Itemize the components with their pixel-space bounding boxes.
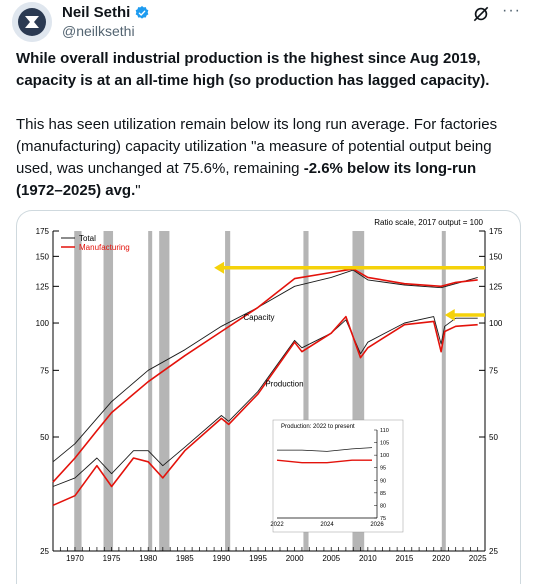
verified-badge-icon — [136, 6, 149, 19]
y-tick-label-left-100: 100 — [36, 319, 50, 328]
tweet-paragraph-2-text: This has seen utilization remain below i… — [16, 116, 498, 177]
inset-title: Production: 2022 to present — [281, 424, 355, 430]
x-tick-label-2010: 2010 — [359, 554, 377, 563]
inset-y-tick-label-85: 85 — [380, 491, 386, 497]
chart-image[interactable]: 25 25 50 50 75 75 100 100 125 125 150 150 175 175 1970… — [16, 210, 521, 584]
y-tick-label-left-75: 75 — [40, 366, 49, 375]
x-tick-label-2000: 2000 — [286, 554, 304, 563]
inset-y-tick-label-110: 110 — [380, 428, 389, 434]
inset-background — [272, 419, 404, 533]
handle[interactable]: @neilksethi — [62, 23, 135, 39]
legend-label-manufacturing: Manufacturing — [79, 243, 130, 252]
inset-x-tick-label-2024: 2024 — [320, 522, 334, 528]
y-tick-label-right-150: 150 — [489, 252, 503, 261]
tweet-paragraph-2-bold: -2.6% below its long-run (1972–2025) avg… — [16, 160, 477, 199]
inset-x-tick-label-2022: 2022 — [270, 522, 284, 528]
inset-y-tick-label-90: 90 — [380, 478, 386, 484]
y-tick-label-right-75: 75 — [489, 366, 498, 375]
inset-series-line-total — [277, 447, 373, 452]
series-line-production-manufacturing — [52, 315, 478, 507]
chart-annotation: Ratio scale, 2017 output = 100 — [374, 218, 483, 227]
recession-bar-7 — [441, 231, 446, 551]
inset-y-tick-label-105: 105 — [380, 441, 389, 447]
x-tick-label-1980: 1980 — [139, 554, 157, 563]
x-tick-label-1970: 1970 — [66, 554, 84, 563]
recession-bar-5 — [303, 231, 309, 551]
y-tick-label-right-100: 100 — [489, 319, 503, 328]
inset-y-tick-label-75: 75 — [380, 516, 386, 522]
y-tick-label-left-175: 175 — [36, 227, 50, 236]
y-tick-label-left-50: 50 — [40, 433, 49, 442]
x-tick-label-1975: 1975 — [103, 554, 121, 563]
tweet-paragraph-1: While overall industrial production is t… — [16, 50, 490, 89]
series-line-production-total — [52, 316, 478, 487]
recession-bar-1 — [103, 231, 114, 551]
y-tick-label-right-25: 25 — [489, 547, 498, 556]
inset-x-tick-label-2026: 2026 — [370, 522, 384, 528]
recession-bar-0 — [74, 231, 82, 551]
grok-icon[interactable] — [471, 4, 491, 24]
x-tick-label-2025: 2025 — [469, 554, 487, 563]
tweet-text: While overall industrial production is t… — [16, 48, 521, 202]
y-tick-label-left-150: 150 — [36, 252, 50, 261]
series-line-capacity-manufacturing — [52, 268, 478, 483]
y-tick-label-right-50: 50 — [489, 433, 498, 442]
inset-series-line-manufacturing — [276, 459, 372, 464]
post-header: Neil Sethi @neilksethi ··· — [12, 2, 521, 42]
x-tick-label-2015: 2015 — [396, 554, 414, 563]
capacity-label: Capacity — [243, 313, 274, 322]
y-tick-label-right-175: 175 — [489, 227, 503, 236]
highlight-arrowhead-1 — [444, 309, 455, 322]
inset-y-tick-label-100: 100 — [380, 453, 389, 459]
inset-y-tick-label-80: 80 — [380, 503, 386, 509]
x-tick-label-1995: 1995 — [249, 554, 267, 563]
x-tick-label-2005: 2005 — [322, 554, 340, 563]
y-tick-label-left-125: 125 — [36, 282, 50, 291]
more-options-icon[interactable]: ··· — [502, 2, 521, 19]
x-tick-label-1990: 1990 — [213, 554, 231, 563]
display-name[interactable]: Neil Sethi — [62, 4, 131, 21]
highlight-arrowhead-0 — [214, 261, 225, 274]
x-tick-label-1985: 1985 — [176, 554, 194, 563]
y-tick-label-left-25: 25 — [40, 547, 49, 556]
capacity-production-chart: 25 25 50 50 75 75 100 100 125 125 150 150 175 175 1970… — [36, 218, 503, 563]
avatar[interactable] — [12, 2, 52, 42]
tweet-paragraph-2-end: " — [135, 182, 141, 199]
production-label: Production — [265, 379, 303, 388]
inset-y-tick-label-95: 95 — [380, 466, 386, 472]
series-line-capacity-total — [52, 269, 478, 463]
tweet-paragraph-2: This has seen utilization remain below i… — [16, 114, 521, 202]
portrait-avatar — [12, 2, 52, 42]
recession-bar-6 — [352, 231, 365, 551]
x-tick-label-2020: 2020 — [432, 554, 450, 563]
recession-bar-2 — [148, 231, 153, 551]
y-tick-label-right-125: 125 — [489, 282, 503, 291]
recession-bar-3 — [159, 231, 170, 551]
legend-label-total: Total — [79, 234, 96, 243]
recession-bar-4 — [225, 231, 231, 551]
